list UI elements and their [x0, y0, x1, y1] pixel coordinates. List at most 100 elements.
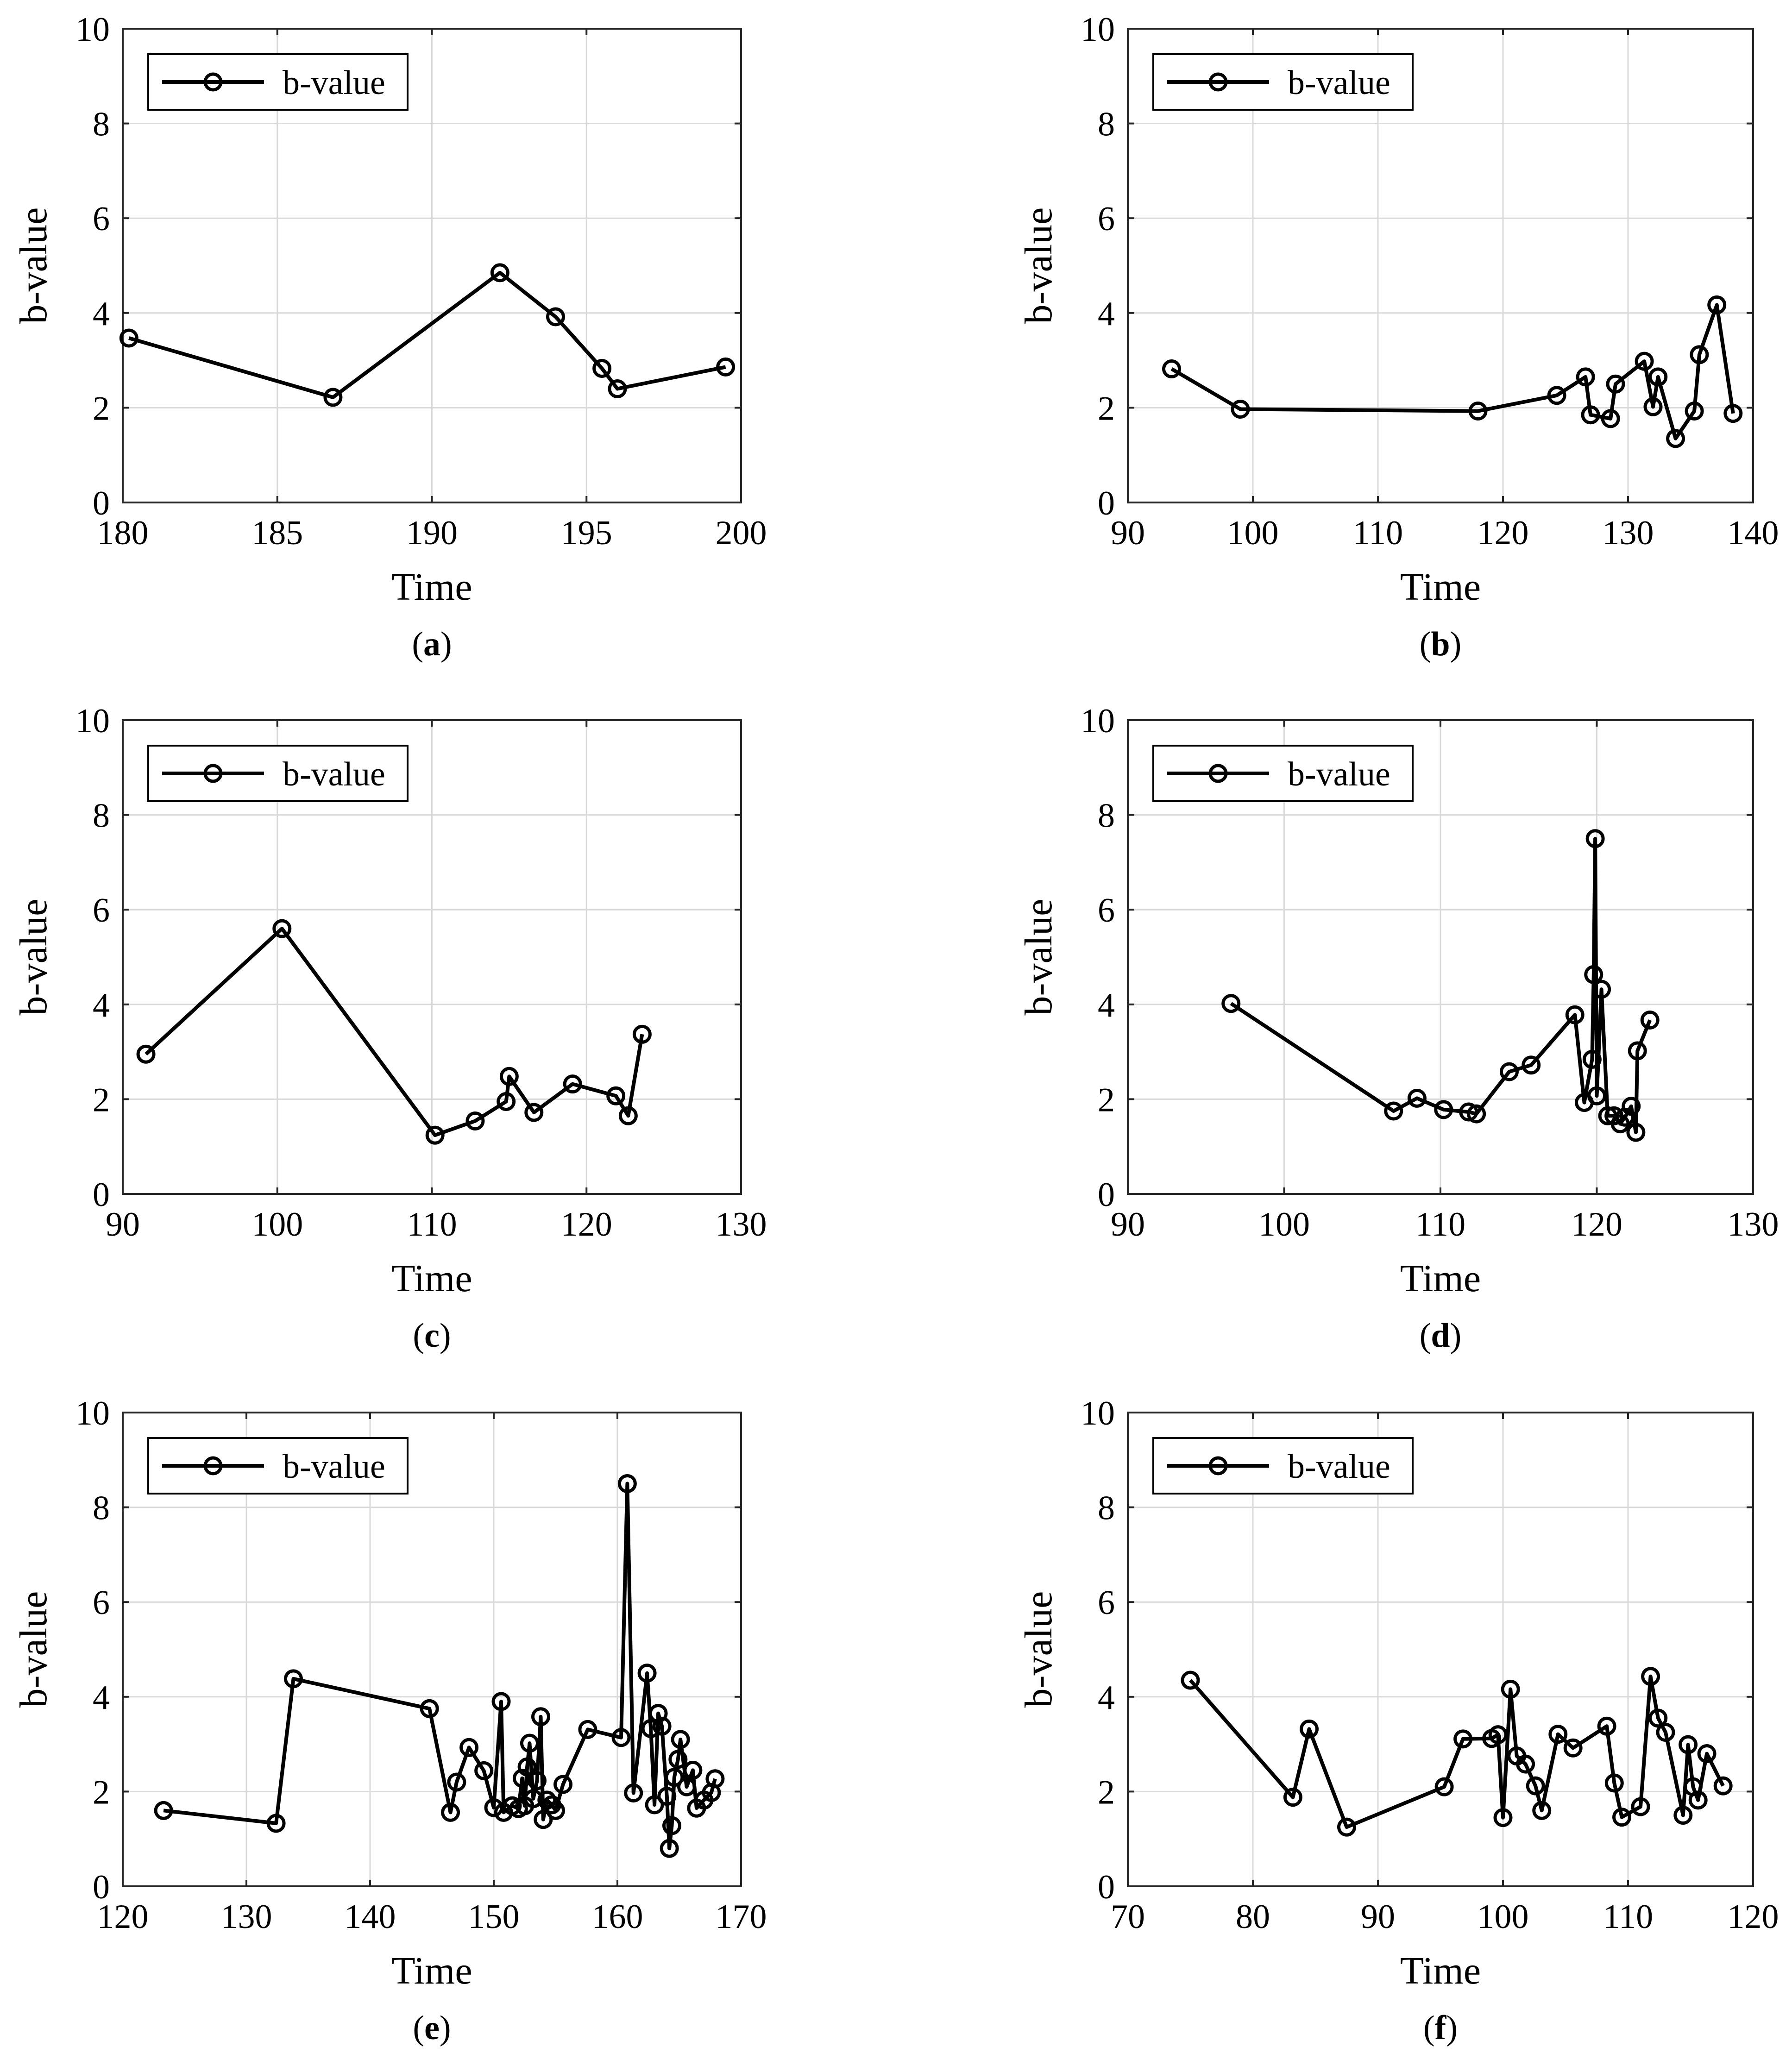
y-tick-label: 6: [1098, 200, 1115, 238]
data-point: [1582, 1049, 1602, 1069]
chart-panel-c: 90 100 110 120 130 0 2 4 6 8 10 Time b-value (c) b-val…: [12, 702, 767, 1355]
data-point: [608, 379, 627, 398]
panel-label-open: (: [1420, 625, 1431, 663]
data-point: [266, 1814, 286, 1833]
y-tick-label: 4: [1098, 1679, 1115, 1717]
x-tick-label: 110: [1415, 1206, 1465, 1243]
data-point: [1407, 1088, 1427, 1108]
x-tick-label: 90: [1361, 1898, 1395, 1936]
x-tick-label: 140: [1728, 514, 1779, 552]
x-tick-label: 90: [1111, 514, 1145, 552]
data-point: [618, 1106, 638, 1125]
data-point: [1628, 1041, 1647, 1061]
data-point: [641, 1719, 660, 1738]
data-point: [1622, 1097, 1641, 1116]
y-tick-label: 10: [75, 1394, 110, 1432]
data-point: [1635, 352, 1654, 371]
panel-label-letter: e: [424, 2009, 440, 2047]
y-tick-label: 2: [1098, 1773, 1115, 1811]
data-point: [1707, 295, 1727, 314]
x-tick-label: 130: [221, 1898, 272, 1936]
data-point: [520, 1733, 539, 1753]
data-point: [1631, 1797, 1650, 1816]
legend-label: b-value: [283, 64, 385, 102]
y-tick-label: 6: [1098, 1584, 1115, 1622]
panel-label: (a): [412, 625, 452, 663]
x-tick-label: 80: [1236, 1898, 1270, 1936]
data-point: [1488, 1725, 1508, 1745]
panel-label: (c): [413, 1317, 451, 1355]
data-point: [1581, 405, 1600, 425]
data-point: [1597, 1716, 1616, 1736]
data-point: [716, 357, 736, 377]
y-tick-label: 4: [93, 1679, 110, 1717]
data-point: [272, 919, 292, 938]
series-line-0: [128, 270, 726, 399]
y-tick-label: 0: [93, 484, 110, 522]
data-point: [1648, 1708, 1668, 1728]
data-point: [578, 1720, 597, 1739]
chart-panel-b: 90 100 110 120 130 140 0 2 4 6 8 10 Time b-value (b) b-…: [1017, 11, 1779, 663]
legend-marker-sample: [203, 72, 223, 92]
data-point: [1434, 1100, 1453, 1119]
x-tick-label: 150: [468, 1898, 520, 1936]
x-axis-label: Time: [391, 1257, 472, 1300]
y-tick-label: 4: [93, 986, 110, 1024]
legend-label: b-value: [1288, 64, 1390, 102]
panel-label-letter: b: [1431, 625, 1450, 663]
data-point: [1532, 1801, 1552, 1820]
data-point: [657, 1787, 677, 1806]
x-tick-label: 195: [561, 514, 612, 552]
panel-label-open: (: [412, 625, 423, 663]
data-point: [136, 1044, 156, 1064]
data-point: [1641, 1667, 1660, 1686]
data-point: [648, 1704, 668, 1723]
y-tick-label: 2: [93, 1081, 110, 1119]
x-tick-label: 120: [1571, 1206, 1622, 1243]
data-point: [1585, 829, 1605, 848]
panel-label: (f): [1423, 2009, 1458, 2047]
x-tick-label: 160: [592, 1898, 643, 1936]
data-point: [705, 1769, 725, 1789]
data-point: [683, 1760, 703, 1780]
data-point: [606, 1086, 626, 1105]
data-point: [1666, 429, 1685, 448]
x-tick-label: 130: [716, 1206, 767, 1243]
legend-marker-sample: [1208, 72, 1228, 92]
data-point: [632, 1024, 652, 1044]
data-point: [441, 1802, 460, 1822]
data-point: [524, 1103, 544, 1122]
x-axis-label: Time: [391, 1949, 472, 1992]
panel-label-letter: d: [1431, 1317, 1450, 1355]
axes-frame: [1127, 28, 1754, 503]
y-tick-label: 0: [1098, 1868, 1115, 1906]
data-point: [1493, 1808, 1513, 1827]
panel-label-open: (: [1423, 2009, 1435, 2047]
chart-panel-e: 120 130 140 150 160 170 0 2 4 6 8 10 Time b-value (e) b…: [12, 1394, 767, 2047]
data-point: [1181, 1670, 1200, 1690]
y-tick-label: 2: [93, 1773, 110, 1811]
y-tick-label: 10: [1081, 702, 1115, 740]
legend-label: b-value: [283, 1448, 385, 1486]
y-tick-label: 6: [93, 892, 110, 929]
x-axis-label: Time: [1400, 1949, 1481, 1992]
x-tick-label: 190: [406, 514, 458, 552]
data-point: [154, 1801, 173, 1820]
y-axis-label: b-value: [1017, 1591, 1060, 1708]
x-tick-label: 185: [252, 514, 303, 552]
y-tick-label: 8: [1098, 797, 1115, 835]
y-tick-label: 0: [1098, 484, 1115, 522]
data-point: [527, 1771, 547, 1790]
data-point: [1592, 980, 1611, 999]
x-tick-label: 120: [97, 1898, 149, 1936]
data-point: [1547, 386, 1566, 405]
data-point: [671, 1730, 690, 1749]
y-axis-label: b-value: [12, 207, 55, 324]
data-point: [1459, 1102, 1478, 1122]
y-tick-label: 4: [93, 295, 110, 333]
legend-marker-sample: [203, 764, 223, 783]
legend: b-value: [147, 1437, 409, 1495]
data-point: [1612, 1808, 1631, 1827]
data-point: [1453, 1729, 1473, 1749]
